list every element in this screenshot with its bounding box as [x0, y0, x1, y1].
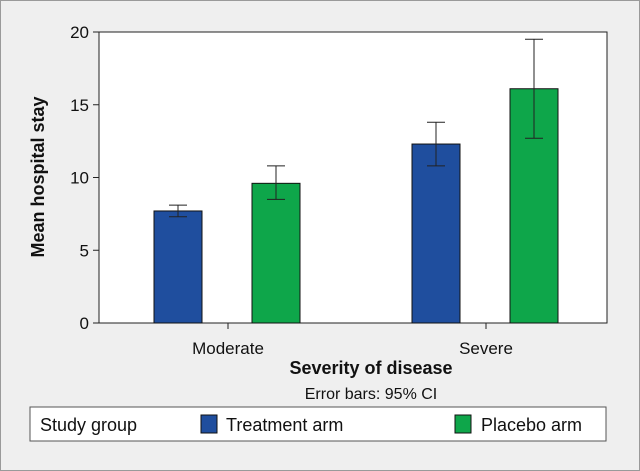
- legend-label-placebo-arm: Placebo arm: [481, 415, 582, 435]
- x-axis-title: Severity of disease: [289, 358, 452, 378]
- x-tick-label-severe: Severe: [459, 339, 513, 358]
- y-axis-title: Mean hospital stay: [28, 96, 48, 257]
- legend-box: [29, 406, 607, 442]
- legend: Study group Treatment arm Placebo arm: [29, 406, 607, 442]
- y-tick-label-0: 0: [80, 314, 89, 333]
- error-bars-group: [169, 38, 543, 218]
- x-tick-label-moderate: Moderate: [192, 339, 264, 358]
- y-tick-label-5: 5: [80, 241, 89, 260]
- x-axis: Moderate Severe: [192, 323, 513, 358]
- error-bars-note: Error bars: 95% CI: [305, 386, 437, 403]
- y-tick-label-15: 15: [70, 96, 89, 115]
- bar-treatment-arm-moderate: [153, 210, 203, 324]
- y-tick-label-10: 10: [70, 169, 89, 188]
- legend-swatch-placebo-arm: [454, 414, 472, 434]
- legend-title: Study group: [40, 415, 137, 435]
- bar-treatment-arm-severe: [411, 143, 461, 324]
- y-tick-label-20: 20: [70, 23, 89, 42]
- bar-placebo-arm-moderate: [251, 182, 301, 324]
- y-axis: 0 5 10 15 20: [70, 23, 99, 333]
- legend-swatch-treatment-arm: [200, 414, 218, 434]
- legend-label-treatment-arm: Treatment arm: [226, 415, 343, 435]
- bars-group: [153, 88, 559, 324]
